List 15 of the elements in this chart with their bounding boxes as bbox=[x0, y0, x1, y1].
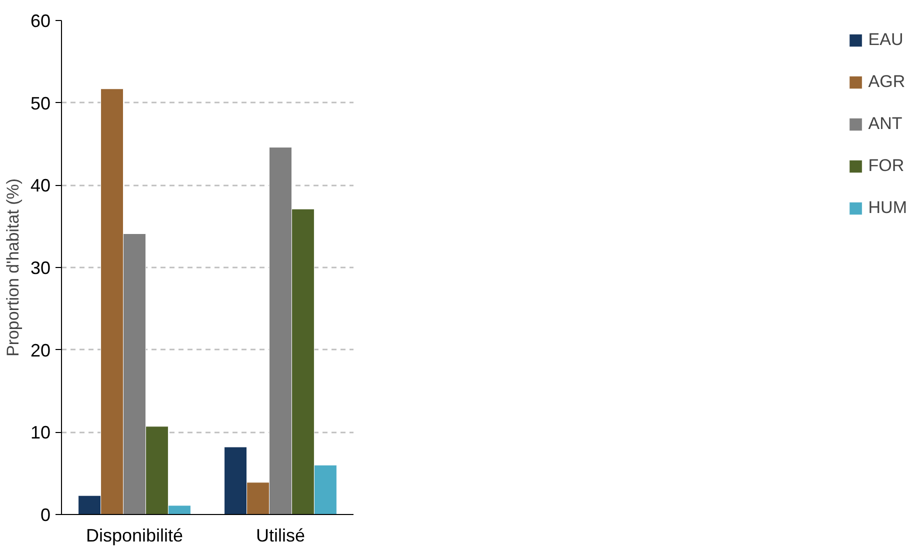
y-axis-title: Proportion d'habitat (%) bbox=[3, 178, 22, 357]
legend-label: ANT bbox=[868, 114, 902, 134]
legend-label: EAU bbox=[868, 30, 904, 50]
x-tick-label: Utilisé bbox=[256, 526, 306, 546]
legend-label: AGR bbox=[868, 72, 906, 92]
y-tick-label: 10 bbox=[30, 422, 51, 443]
y-tick-label: 30 bbox=[30, 258, 51, 278]
y-tick-label: 0 bbox=[40, 505, 51, 525]
legend-label: FOR bbox=[868, 156, 904, 176]
x-tick-label: Disponibilité bbox=[86, 526, 184, 546]
legend-label: HUM bbox=[868, 198, 907, 218]
y-tick-label: 60 bbox=[30, 11, 51, 31]
y-tick-label: 50 bbox=[30, 93, 51, 114]
y-tick-label: 20 bbox=[30, 340, 51, 360]
y-tick-label: 40 bbox=[30, 176, 51, 196]
